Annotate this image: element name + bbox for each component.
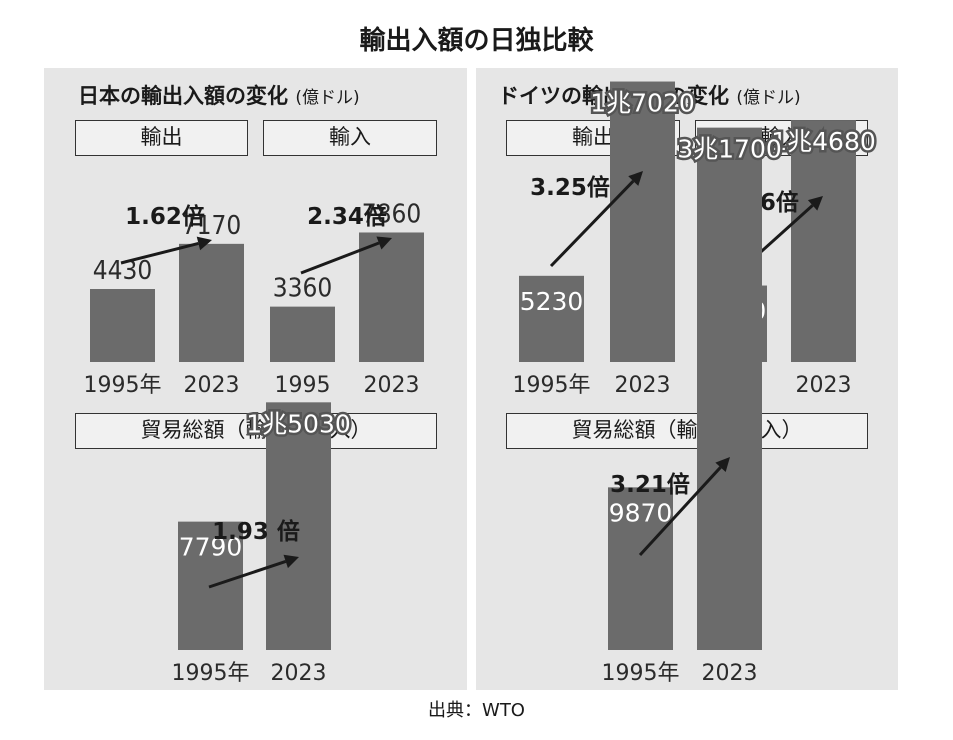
- jp-import-value-label-2023: 7860: [362, 199, 422, 229]
- de-total-label-box: 貿易総額（輸出＋輸入）: [506, 413, 868, 449]
- jp-export-bar-2023: [179, 243, 244, 362]
- jp-export-bar-1995: [90, 289, 155, 362]
- jp-export-xlabel-1995: 1995年: [84, 373, 162, 398]
- jp-import-growth-ratio: 2.34倍: [307, 203, 387, 230]
- jp-import-growth-arrow: [300, 241, 380, 275]
- jp-total-xlabel-2023: 2023: [271, 661, 327, 686]
- jp-export-value-label-2023: 7170: [182, 211, 242, 241]
- de-import-value-label-2023: 1兆4680: [771, 127, 876, 156]
- jp-total-label-box: 貿易総額（輸出＋輸入）: [75, 413, 437, 449]
- de-export-growth-arrow: [549, 180, 635, 268]
- de-total-arrowhead-icon: [715, 457, 730, 473]
- jp-import-arrowhead-icon: [376, 236, 392, 250]
- japan-panel-title-text: 日本の輸出入額の変化: [78, 84, 288, 108]
- germany-unit-label: (億ドル): [736, 88, 801, 108]
- jp-total-bar-2023: [266, 402, 331, 650]
- japan-panel-title: 日本の輸出入額の変化 (億ドル): [78, 80, 360, 110]
- de-export-bar-1995: [519, 275, 584, 362]
- jp-total-xlabel-1995: 1995年: [172, 661, 250, 686]
- de-total-bar-1995: [608, 487, 673, 650]
- de-total-xlabel-1995: 1995年: [602, 661, 680, 686]
- jp-import-bar-2023: [359, 232, 424, 362]
- de-total-growth-arrow: [638, 466, 722, 557]
- jp-import-bar-1995: [270, 306, 335, 362]
- de-import-bar-2023: [791, 120, 856, 362]
- jp-export-arrowhead-icon: [196, 236, 212, 251]
- main-title: 輸出入額の日独比較: [359, 26, 594, 56]
- de-export-value-label-1995: 5230: [520, 287, 584, 316]
- jp-total-growth-ratio: 1.93 倍: [212, 518, 300, 545]
- jp-export-growth-ratio: 1.62倍: [125, 203, 205, 230]
- de-import-arrowhead-icon: [807, 196, 823, 211]
- de-total-growth-ratio: 3.21倍: [610, 471, 690, 498]
- jp-export-label-box: 輸出: [75, 120, 248, 156]
- de-export-xlabel-1995: 1995年: [513, 373, 591, 398]
- jp-export-growth-arrow: [120, 241, 199, 265]
- de-export-bar-2023: [610, 81, 675, 363]
- de-export-value-label-2023: 1兆7020: [590, 89, 695, 118]
- de-export-growth-ratio: 3.25倍: [530, 174, 610, 201]
- jp-import-xlabel-1995: 1995: [275, 373, 331, 398]
- de-export-arrowhead-icon: [628, 171, 643, 186]
- de-total-value-label-1995: 9870: [609, 498, 673, 527]
- de-total-value-label-2023: 3兆1700: [677, 135, 782, 164]
- de-total-xlabel-2023: 2023: [702, 661, 758, 686]
- japan-unit-label: (億ドル): [295, 88, 360, 108]
- source-note: 出典：WTO: [428, 700, 525, 721]
- jp-total-arrowhead-icon: [283, 554, 299, 569]
- jp-import-label-box: 輸入: [263, 120, 437, 156]
- de-export-xlabel-2023: 2023: [615, 373, 671, 398]
- de-import-xlabel-2023: 2023: [796, 373, 852, 398]
- jp-export-xlabel-2023: 2023: [184, 373, 240, 398]
- jp-export-value-label-1995: 4430: [93, 256, 153, 286]
- jp-import-value-label-1995: 3360: [273, 274, 333, 304]
- jp-total-value-label-1995: 7790: [179, 533, 243, 562]
- jp-import-xlabel-2023: 2023: [364, 373, 420, 398]
- jp-total-growth-arrow: [208, 560, 287, 589]
- de-total-bar-2023: [697, 127, 762, 650]
- jp-total-value-label-2023: 1兆5030: [246, 409, 351, 438]
- japan-panel: 日本の輸出入額の変化 (億ドル): [44, 68, 467, 690]
